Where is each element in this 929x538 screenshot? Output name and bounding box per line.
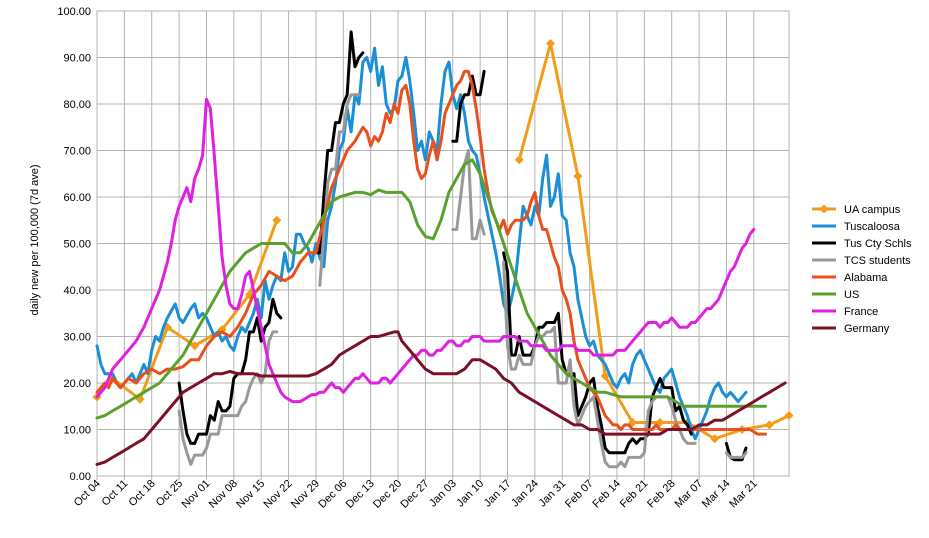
legend-label: France	[844, 306, 878, 318]
series-line-tcs-students	[318, 93, 361, 287]
y-tick-label: 10.00	[63, 425, 91, 437]
series-france	[95, 97, 756, 404]
data-point-ua-campus	[710, 434, 720, 444]
series-tuscaloosa	[95, 46, 748, 441]
legend-label: TCS students	[844, 255, 911, 267]
y-tick-label: 30.00	[63, 332, 91, 344]
legend-label: US	[844, 289, 859, 301]
legend-item-germany: Germany	[812, 323, 890, 335]
series-line-germany	[95, 330, 787, 466]
data-point-ua-campus	[514, 155, 524, 165]
data-point-ua-campus	[546, 39, 556, 49]
series-line-tus-cty-schls	[314, 30, 365, 255]
legend-item-tcs-students: TCS students	[812, 255, 911, 267]
data-point-ua-campus	[764, 420, 774, 430]
legend-label: Germany	[844, 323, 890, 335]
legend-item-tus-cty-schls: Tus Cty Schls	[812, 238, 912, 250]
y-tick-label: 70.00	[63, 146, 91, 158]
legend-label: UA campus	[844, 204, 901, 216]
y-tick-label: 60.00	[63, 192, 91, 204]
legend-label: Tuscaloosa	[844, 221, 901, 233]
legend-label: Alabama	[844, 272, 888, 284]
legend-item-tuscaloosa: Tuscaloosa	[812, 221, 901, 233]
series-line-tcs-students	[451, 149, 486, 241]
y-tick-label: 100.00	[57, 6, 91, 18]
y-axis-label: daily new per 100,000 (7d ave)	[29, 164, 41, 315]
y-tick-label: 0.00	[70, 471, 91, 483]
legend-item-alabama: Alabama	[812, 272, 888, 284]
series-line-tcs-students	[177, 330, 279, 466]
series-line-alabama	[95, 69, 767, 436]
y-tick-label: 80.00	[63, 99, 91, 111]
series-line-tus-cty-schls	[451, 69, 486, 143]
legend: UA campus Tuscaloosa Tus Cty Schls TCS stud…	[812, 204, 912, 335]
legend-item-us: US	[812, 289, 859, 301]
data-point-ua-campus	[272, 215, 282, 225]
legend-item-ua-campus: UA campus	[812, 204, 901, 216]
y-axis-ticks: 0.00 10.00 20.00 30.00 40.00 50.00 60.00 70.00 8…	[57, 6, 91, 483]
series-germany	[95, 330, 787, 466]
legend-marker	[819, 204, 829, 214]
y-tick-label: 50.00	[63, 239, 91, 251]
plot-frame	[96, 10, 790, 477]
data-point-ua-campus	[784, 411, 794, 421]
series-lines	[92, 30, 794, 469]
series-line-france	[95, 97, 756, 404]
series-line-tcs-students	[724, 451, 748, 459]
data-point-ua-campus	[573, 171, 583, 181]
series-alabama	[95, 69, 767, 436]
series-line-tuscaloosa	[95, 46, 748, 441]
data-point-ua-campus	[190, 341, 200, 351]
data-point-ua-campus	[600, 371, 610, 381]
series-line-tus-cty-schls	[177, 297, 283, 445]
series-line-us	[95, 158, 767, 420]
y-tick-label: 40.00	[63, 285, 91, 297]
series-us	[95, 158, 767, 420]
y-tick-label: 20.00	[63, 378, 91, 390]
y-tick-label: 90.00	[63, 53, 91, 65]
legend-item-france: France	[812, 306, 878, 318]
legend-label: Tus Cty Schls	[844, 238, 912, 250]
